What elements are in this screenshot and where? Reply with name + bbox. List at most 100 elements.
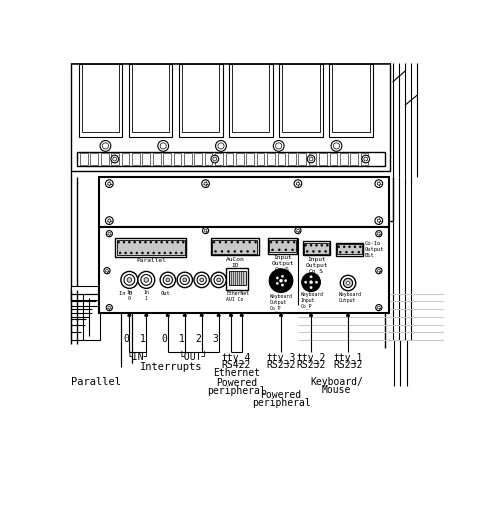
Text: 3: 3 — [213, 334, 218, 344]
Text: In 0: In 0 — [119, 291, 132, 295]
Circle shape — [254, 241, 256, 243]
Circle shape — [145, 241, 147, 243]
Circle shape — [309, 281, 313, 284]
Text: peripheral: peripheral — [207, 386, 266, 396]
Circle shape — [111, 155, 119, 163]
Circle shape — [281, 284, 284, 286]
Polygon shape — [346, 313, 349, 316]
Circle shape — [213, 241, 215, 243]
Text: Keyboard
Input
Co_P: Keyboard Input Co_P — [300, 292, 323, 310]
Bar — [71, 286, 100, 340]
Circle shape — [166, 241, 168, 243]
Polygon shape — [166, 313, 169, 316]
Circle shape — [219, 241, 221, 243]
Circle shape — [276, 277, 279, 279]
Text: Input
Output
Co_S: Input Output Co_S — [271, 255, 294, 272]
Circle shape — [315, 281, 318, 283]
Bar — [247, 153, 254, 165]
Circle shape — [304, 244, 307, 246]
Circle shape — [312, 251, 314, 253]
Circle shape — [297, 229, 299, 232]
Text: peripheral: peripheral — [251, 397, 310, 408]
Circle shape — [285, 249, 287, 251]
Bar — [111, 153, 119, 165]
Circle shape — [315, 244, 317, 246]
Bar — [211, 238, 259, 255]
Circle shape — [181, 252, 183, 254]
Bar — [337, 244, 362, 255]
Circle shape — [234, 251, 236, 253]
Bar — [304, 243, 329, 254]
Circle shape — [354, 246, 356, 248]
Circle shape — [171, 241, 173, 243]
Bar — [302, 242, 330, 255]
Circle shape — [204, 182, 207, 185]
Bar — [269, 240, 296, 252]
Circle shape — [121, 271, 138, 288]
Bar — [279, 64, 323, 138]
Circle shape — [276, 143, 282, 149]
Circle shape — [141, 275, 151, 285]
Bar — [336, 243, 363, 256]
Circle shape — [128, 241, 130, 243]
Circle shape — [142, 252, 144, 254]
Circle shape — [377, 306, 380, 309]
Circle shape — [105, 269, 108, 272]
Circle shape — [134, 241, 136, 243]
Text: Keyboard
Output
Co_P: Keyboard Output Co_P — [269, 294, 293, 311]
Circle shape — [376, 231, 382, 237]
Circle shape — [127, 278, 132, 282]
Bar — [117, 240, 185, 255]
Bar — [179, 64, 222, 138]
Text: 1: 1 — [179, 334, 185, 344]
Bar — [229, 271, 246, 285]
Text: └IN┘: └IN┘ — [126, 353, 149, 362]
Bar — [350, 153, 358, 165]
Circle shape — [310, 276, 312, 278]
Bar — [332, 64, 370, 132]
Bar — [115, 238, 186, 257]
Circle shape — [253, 251, 255, 253]
Text: tty_1: tty_1 — [333, 353, 363, 363]
Circle shape — [138, 271, 155, 288]
Circle shape — [364, 157, 368, 161]
Text: Keyboard/: Keyboard/ — [310, 377, 363, 387]
Circle shape — [346, 281, 349, 285]
Polygon shape — [230, 313, 233, 316]
Text: Interrupts: Interrupts — [140, 361, 202, 371]
Circle shape — [108, 182, 111, 185]
Circle shape — [158, 252, 160, 254]
Text: Ethernet: Ethernet — [213, 368, 260, 378]
Circle shape — [108, 219, 111, 222]
Text: Out: Out — [160, 291, 170, 295]
Circle shape — [281, 275, 284, 277]
Bar — [132, 153, 140, 165]
Circle shape — [117, 241, 120, 243]
Circle shape — [225, 241, 227, 243]
Text: 0: 0 — [162, 334, 168, 344]
Text: In
1: In 1 — [144, 290, 149, 301]
Circle shape — [213, 157, 217, 161]
Bar — [195, 153, 202, 165]
Bar — [71, 63, 391, 64]
Polygon shape — [217, 313, 220, 316]
Circle shape — [292, 249, 294, 251]
Circle shape — [276, 282, 279, 285]
Circle shape — [326, 244, 328, 246]
Circle shape — [343, 246, 345, 248]
Bar — [278, 153, 285, 165]
Bar — [226, 153, 233, 165]
Circle shape — [202, 180, 209, 188]
Bar — [101, 153, 108, 165]
Bar — [330, 153, 337, 165]
Circle shape — [202, 228, 209, 234]
Circle shape — [200, 278, 203, 282]
Circle shape — [139, 241, 141, 243]
Text: 0: 0 — [123, 334, 129, 344]
Bar — [80, 153, 88, 165]
Circle shape — [175, 252, 177, 254]
Circle shape — [325, 251, 327, 253]
Text: Mouse: Mouse — [322, 384, 351, 395]
Polygon shape — [128, 313, 131, 316]
Circle shape — [125, 252, 127, 254]
